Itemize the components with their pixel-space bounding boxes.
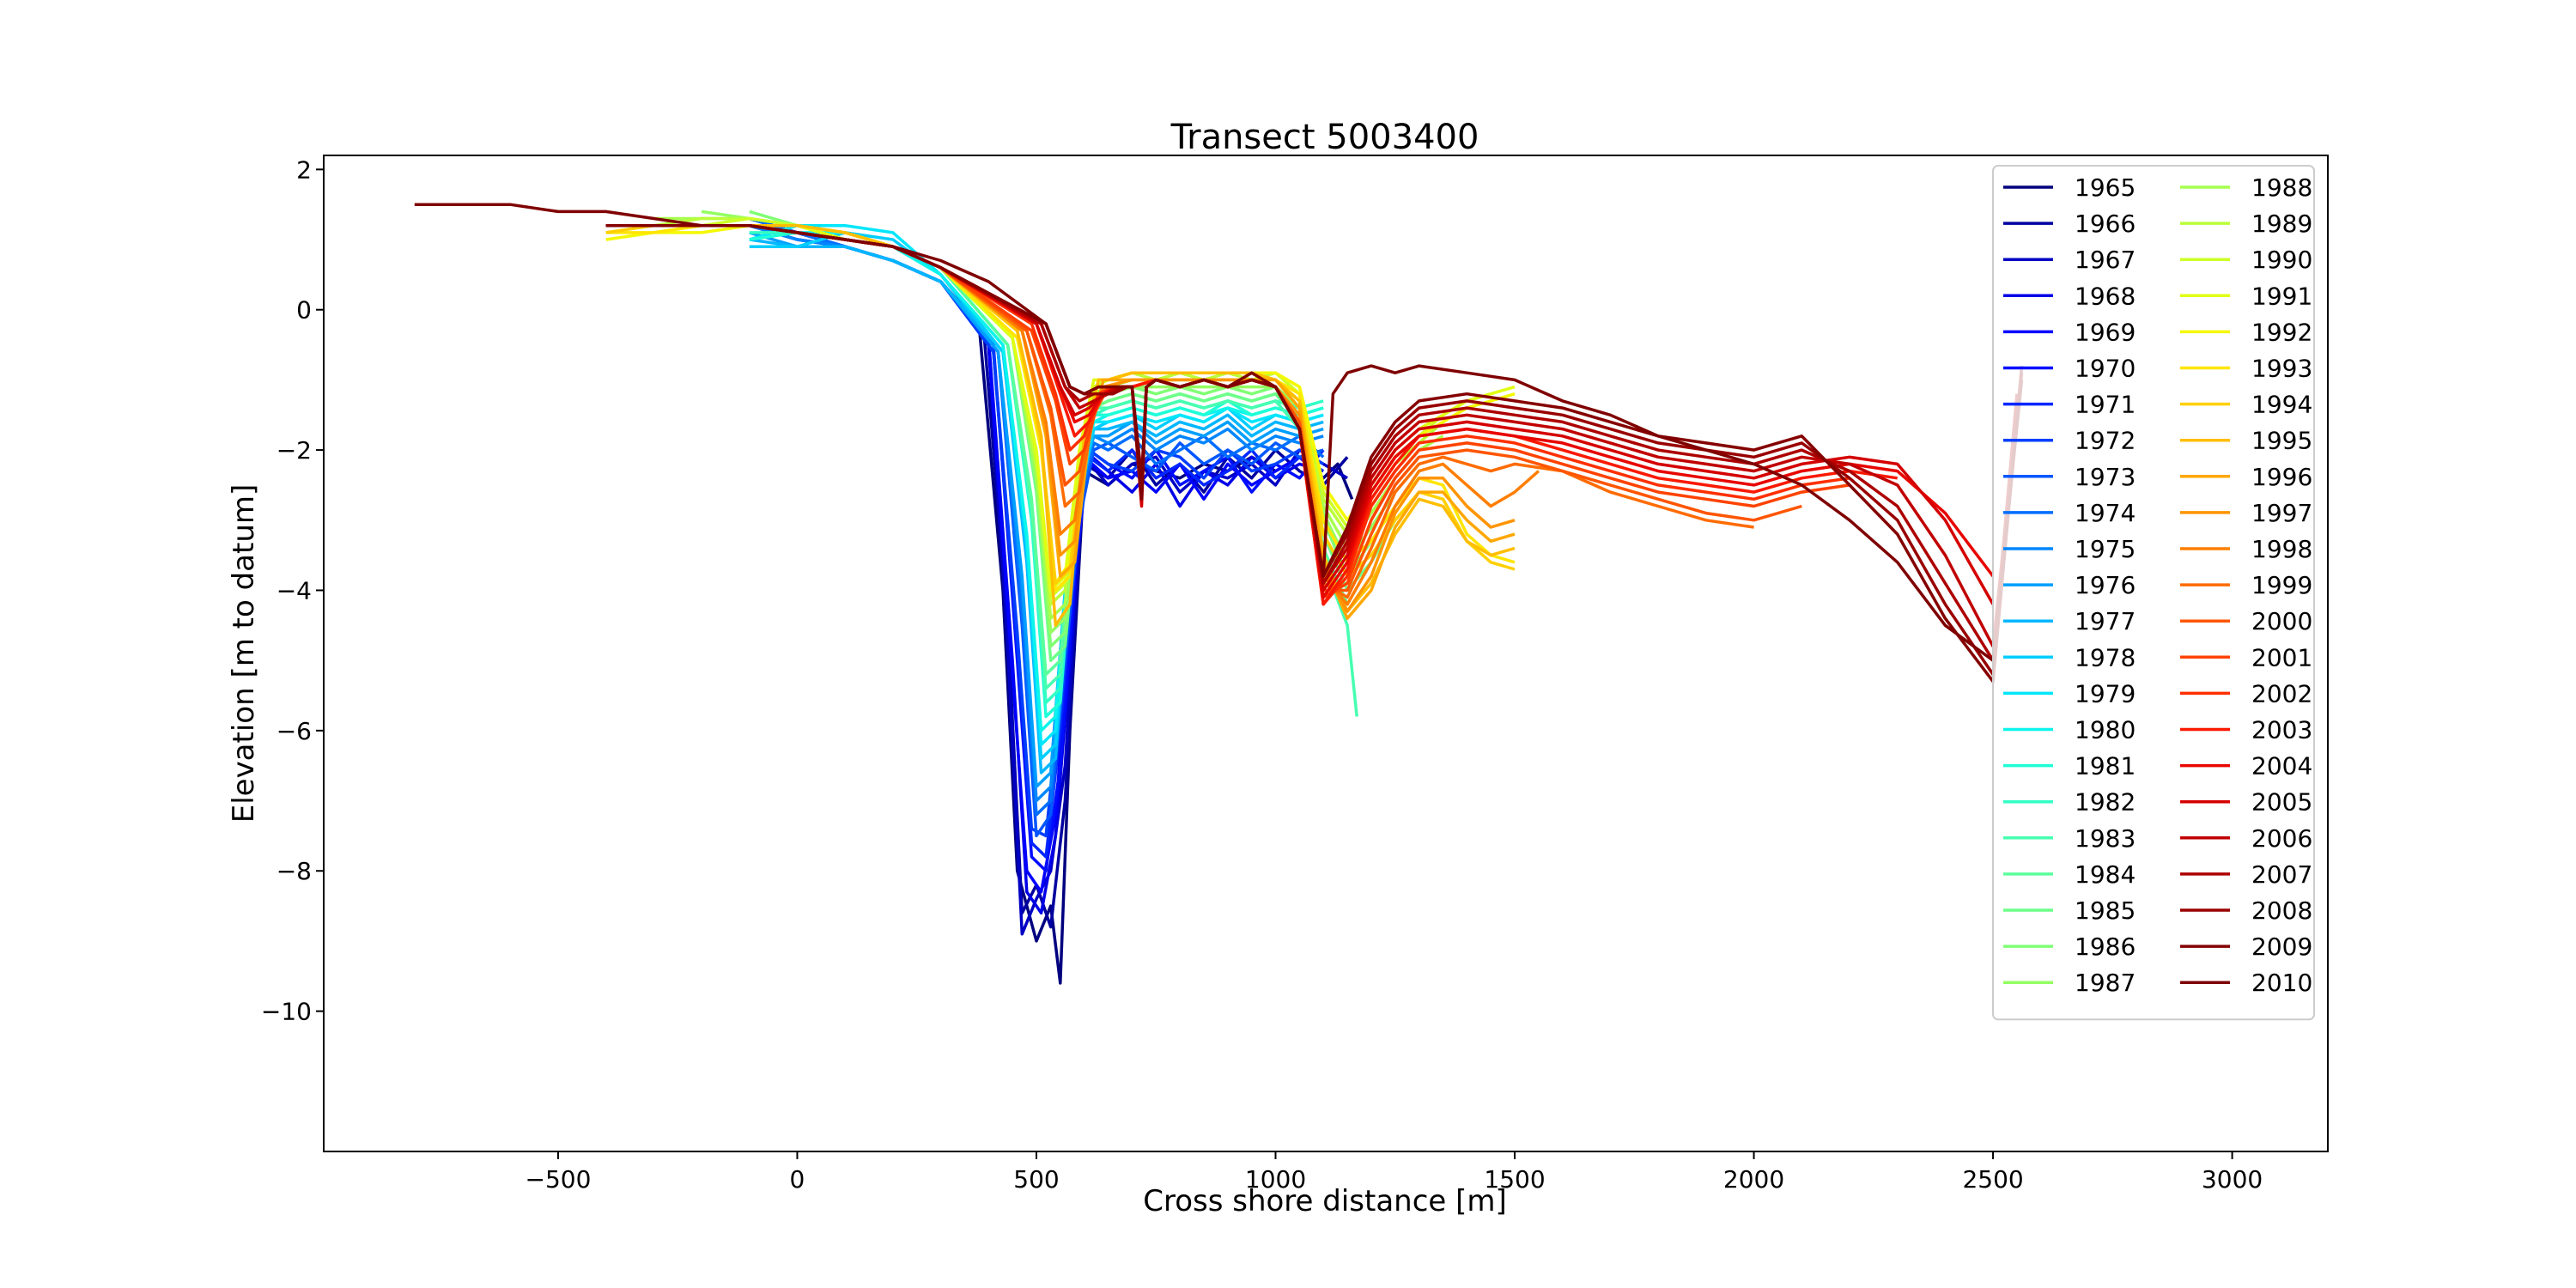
legend-label-1989: 1989: [2251, 210, 2312, 238]
x-tick-label: 2500: [1962, 1165, 2023, 1194]
legend-label-1993: 1993: [2251, 355, 2312, 383]
series-line-1974: [749, 216, 1325, 817]
legend-label-1999: 1999: [2251, 571, 2312, 599]
legend-label-1983: 1983: [2075, 824, 2136, 853]
legend-label-1982: 1982: [2075, 788, 2136, 817]
legend-label-1972: 1972: [2075, 427, 2136, 455]
legend-label-1971: 1971: [2075, 391, 2136, 419]
legend-label-2002: 2002: [2251, 679, 2312, 708]
legend-label-2001: 2001: [2251, 643, 2312, 671]
series-line-1995: [605, 223, 1516, 628]
legend-label-1985: 1985: [2075, 896, 2136, 925]
legend-label-1978: 1978: [2075, 643, 2136, 671]
legend-label-1968: 1968: [2075, 282, 2136, 310]
legend-label-1966: 1966: [2075, 210, 2136, 238]
series-line-1972: [749, 216, 1325, 838]
x-tick-label: 1500: [1484, 1165, 1545, 1194]
legend-label-1990: 1990: [2251, 246, 2312, 274]
legend-box: [1992, 165, 2315, 1021]
chart-title: Transect 5003400: [1170, 118, 1479, 157]
legend-label-1991: 1991: [2251, 282, 2312, 310]
legend-label-1965: 1965: [2075, 173, 2136, 202]
legend-label-1998: 1998: [2251, 535, 2312, 563]
legend-label-1987: 1987: [2075, 969, 2136, 997]
legend-label-1984: 1984: [2075, 860, 2136, 889]
legend-label-2000: 2000: [2251, 607, 2312, 635]
legend-label-2005: 2005: [2251, 788, 2312, 817]
legend-label-2008: 2008: [2251, 896, 2312, 925]
legend-label-1977: 1977: [2075, 607, 2136, 635]
legend-label-1997: 1997: [2251, 499, 2312, 527]
legend-label-2003: 2003: [2251, 716, 2312, 744]
x-tick-label: 500: [1013, 1165, 1059, 1194]
series-line-2009: [605, 223, 2024, 683]
y-tick-label: −6: [276, 717, 312, 745]
y-tick-label: 2: [296, 155, 312, 184]
x-tick-label: 1000: [1245, 1165, 1306, 1194]
legend-label-1986: 1986: [2075, 933, 2136, 961]
x-tick-label: 3000: [2202, 1165, 2263, 1194]
y-axis: 2 0 −2 −4 −6 −8 −10: [261, 155, 324, 1026]
x-tick-label: 2000: [1723, 1165, 1784, 1194]
legend-label-2004: 2004: [2251, 752, 2312, 781]
legend-label-1967: 1967: [2075, 246, 2136, 274]
legend-label-2009: 2009: [2251, 933, 2312, 961]
legend-label-1996: 1996: [2251, 463, 2312, 491]
legend: 1965 1966 1967 1968 1969 1970 1971 1972 1973 1974…: [1992, 165, 2315, 1021]
legend-label-1979: 1979: [2075, 679, 2136, 708]
legend-label-2006: 2006: [2251, 824, 2312, 853]
legend-label-1980: 1980: [2075, 716, 2136, 744]
y-axis-label: Elevation [m to datum]: [227, 484, 261, 823]
y-tick-label: 0: [296, 296, 312, 325]
y-tick-label: −4: [276, 576, 312, 605]
legend-label-1975: 1975: [2075, 535, 2136, 563]
legend-label-1988: 1988: [2251, 173, 2312, 202]
x-tick-label: −500: [525, 1165, 591, 1194]
y-tick-label: −2: [276, 436, 312, 465]
x-axis-label: Cross shore distance [m]: [1143, 1184, 1507, 1218]
y-tick-label: −10: [261, 998, 312, 1026]
legend-label-1973: 1973: [2075, 463, 2136, 491]
x-axis: −500 0 500 1000 1500 2000 2500 3000: [525, 1151, 2263, 1194]
series-line-2010: [414, 203, 2024, 662]
y-tick-label: −8: [276, 857, 312, 885]
legend-label-1981: 1981: [2075, 752, 2136, 781]
legend-label-2007: 2007: [2251, 860, 2312, 889]
legend-label-1994: 1994: [2251, 391, 2312, 419]
legend-label-1976: 1976: [2075, 571, 2136, 599]
legend-label-1970: 1970: [2075, 355, 2136, 383]
series-line-1999: [605, 223, 1754, 599]
legend-label-2010: 2010: [2251, 969, 2312, 997]
legend-label-1992: 1992: [2251, 318, 2312, 346]
plot-area-frame: [323, 155, 2329, 1152]
x-tick-label: 0: [790, 1165, 805, 1194]
series-lines: [414, 203, 2024, 985]
legend-label-1974: 1974: [2075, 499, 2136, 527]
series-line-2001: [605, 223, 1850, 599]
legend-label-1969: 1969: [2075, 318, 2136, 346]
legend-label-1995: 1995: [2251, 427, 2312, 455]
series-line-1980: [773, 231, 1324, 732]
